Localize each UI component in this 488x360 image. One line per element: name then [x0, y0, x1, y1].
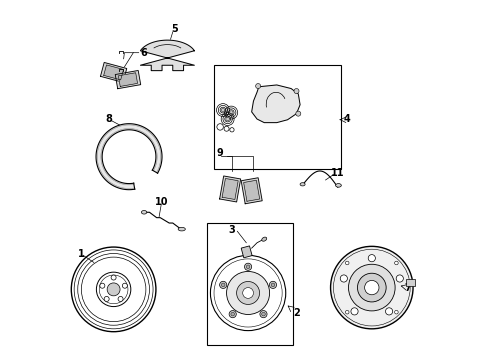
Circle shape [221, 283, 224, 287]
Circle shape [246, 265, 249, 269]
Ellipse shape [141, 211, 146, 214]
Bar [206, 223, 292, 345]
Circle shape [118, 296, 123, 301]
Circle shape [394, 261, 397, 265]
Circle shape [269, 281, 276, 288]
Circle shape [259, 311, 266, 318]
Circle shape [395, 275, 403, 282]
Polygon shape [243, 180, 259, 201]
Circle shape [350, 308, 357, 315]
Circle shape [111, 275, 116, 280]
Circle shape [345, 261, 348, 265]
Ellipse shape [335, 184, 341, 187]
Circle shape [226, 271, 269, 315]
Ellipse shape [261, 237, 266, 241]
Text: 2: 2 [292, 308, 299, 318]
Circle shape [364, 280, 378, 295]
Circle shape [229, 111, 233, 114]
Bar [241, 246, 252, 258]
Text: 6: 6 [141, 48, 147, 58]
Circle shape [229, 311, 236, 318]
Polygon shape [103, 65, 123, 80]
Circle shape [236, 282, 259, 305]
Circle shape [295, 111, 300, 116]
Text: 5: 5 [171, 24, 178, 35]
Circle shape [271, 283, 274, 287]
Circle shape [242, 288, 253, 298]
Text: 9: 9 [216, 148, 223, 158]
Polygon shape [222, 179, 238, 199]
Bar [214, 65, 341, 169]
Circle shape [293, 89, 298, 94]
Polygon shape [115, 71, 141, 89]
Circle shape [348, 264, 394, 311]
Polygon shape [140, 40, 194, 71]
Circle shape [394, 310, 397, 314]
Text: 10: 10 [154, 197, 168, 207]
Bar [405, 279, 414, 286]
Circle shape [225, 117, 229, 121]
Text: 8: 8 [105, 114, 113, 124]
Polygon shape [118, 73, 137, 86]
Text: 3: 3 [228, 225, 235, 235]
Circle shape [367, 255, 375, 262]
Circle shape [104, 296, 109, 301]
Circle shape [221, 108, 224, 112]
Ellipse shape [300, 183, 305, 186]
Text: 1: 1 [78, 248, 84, 258]
Circle shape [255, 84, 260, 89]
Polygon shape [219, 176, 240, 202]
Text: 7: 7 [404, 283, 410, 293]
Circle shape [345, 310, 348, 314]
Ellipse shape [178, 227, 185, 231]
Polygon shape [251, 85, 300, 123]
Circle shape [385, 308, 392, 315]
Polygon shape [96, 124, 162, 190]
Circle shape [122, 283, 127, 288]
Circle shape [244, 263, 251, 270]
Circle shape [340, 275, 346, 282]
Circle shape [107, 283, 120, 296]
Circle shape [261, 312, 264, 316]
Polygon shape [241, 178, 262, 204]
Text: 4: 4 [343, 114, 349, 124]
Circle shape [100, 283, 104, 288]
Circle shape [357, 273, 386, 302]
Text: 11: 11 [330, 168, 344, 178]
Circle shape [219, 281, 226, 288]
Circle shape [230, 312, 234, 316]
Circle shape [330, 246, 412, 329]
Polygon shape [101, 63, 126, 82]
